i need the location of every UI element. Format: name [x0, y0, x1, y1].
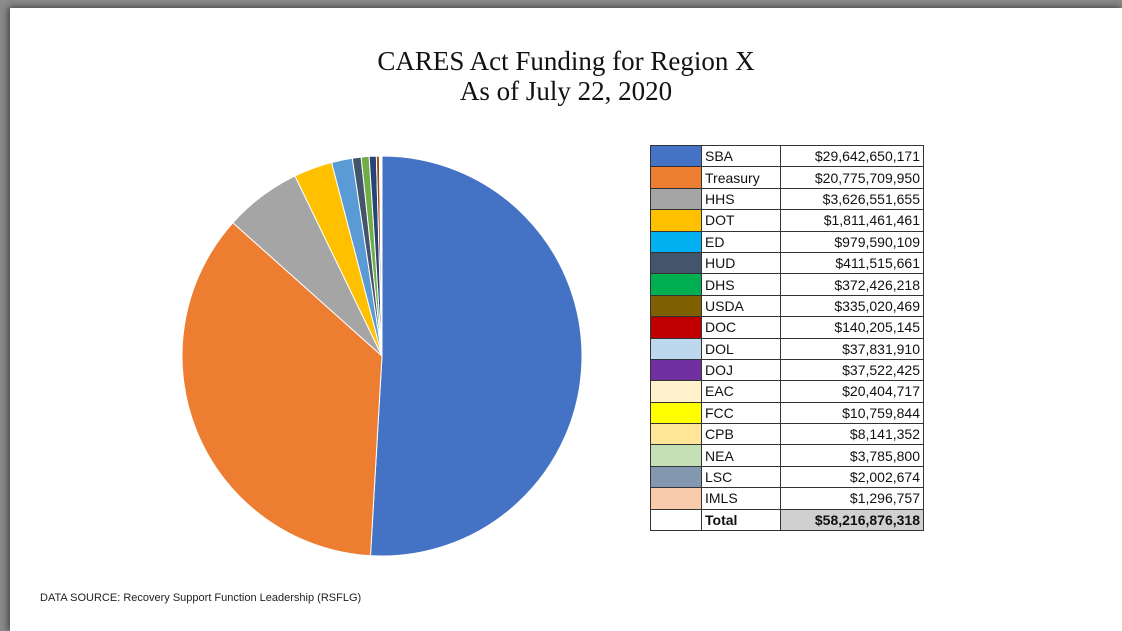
legend-total-row: Total $58,216,876,318	[650, 508, 924, 532]
legend-row: DOJ $37,522,425	[650, 358, 924, 382]
legend-label: NEA	[701, 444, 781, 467]
legend-row: EAC $20,404,717	[650, 380, 924, 403]
legend-value: $20,404,717	[780, 380, 924, 403]
legend-value: $37,831,910	[780, 337, 924, 360]
legend-label: HHS	[701, 187, 781, 211]
legend-label: DHS	[701, 273, 781, 296]
legend-label: DOT	[701, 209, 781, 232]
legend-swatch	[650, 401, 702, 425]
legend-value: $20,775,709,950	[780, 166, 924, 189]
legend-value: $10,759,844	[780, 401, 924, 425]
legend-row: IMLS $1,296,757	[650, 487, 924, 510]
legend-swatch	[650, 144, 702, 168]
legend-swatch	[650, 465, 702, 489]
legend-label: ED	[701, 230, 781, 253]
legend-swatch	[650, 487, 702, 510]
legend-label: SBA	[701, 144, 781, 168]
legend-swatch	[650, 294, 702, 318]
legend-row: HHS $3,626,551,655	[650, 187, 924, 211]
legend-value: $1,296,757	[780, 487, 924, 510]
legend-swatch	[650, 230, 702, 253]
legend-value: $29,642,650,171	[780, 144, 924, 168]
legend-value: $3,626,551,655	[780, 187, 924, 211]
legend-row: USDA $335,020,469	[650, 294, 924, 318]
data-source-note: DATA SOURCE: Recovery Support Function L…	[40, 592, 362, 604]
legend-row: ED $979,590,109	[650, 230, 924, 253]
chart-title: CARES Act Funding for Region X As of Jul…	[10, 46, 1122, 106]
pie-slice-sba	[369, 155, 583, 557]
legend-swatch	[650, 187, 702, 211]
legend-row: NEA $3,785,800	[650, 444, 924, 467]
legend-swatch	[650, 423, 702, 446]
legend-value: $411,515,661	[780, 251, 924, 275]
legend-label: HUD	[701, 251, 781, 275]
legend-value: $8,141,352	[780, 423, 924, 446]
legend-swatch	[650, 166, 702, 189]
legend-row: DOL $37,831,910	[650, 337, 924, 360]
legend-row: FCC $10,759,844	[650, 401, 924, 425]
pie-slice-treasury	[181, 222, 383, 557]
legend-value: $3,785,800	[780, 444, 924, 467]
legend-table: SBA $29,642,650,171 Treasury $20,775,709,95…	[650, 144, 924, 532]
chart-title-line1: CARES Act Funding for Region X	[377, 46, 755, 76]
slide: CARES Act Funding for Region X As of Jul…	[10, 8, 1122, 631]
legend-value: $2,002,674	[780, 465, 924, 489]
legend-total-value: $58,216,876,318	[780, 508, 924, 532]
legend-label: DOC	[701, 316, 781, 339]
legend-swatch	[650, 251, 702, 275]
legend-label: CPB	[701, 423, 781, 446]
legend-label: DOJ	[701, 358, 781, 382]
legend-value: $140,205,145	[780, 316, 924, 339]
legend-swatch	[650, 273, 702, 296]
legend-value: $372,426,218	[780, 273, 924, 296]
legend-row: DOC $140,205,145	[650, 316, 924, 339]
legend-label: EAC	[701, 380, 781, 403]
legend-label: LSC	[701, 465, 781, 489]
legend-swatch	[650, 358, 702, 382]
legend-label: DOL	[701, 337, 781, 360]
legend-swatch	[650, 380, 702, 403]
legend-total-label: Total	[701, 508, 781, 532]
legend-value: $979,590,109	[780, 230, 924, 253]
legend-value: $37,522,425	[780, 358, 924, 382]
pie-chart	[181, 155, 583, 557]
legend-row: SBA $29,642,650,171	[650, 144, 924, 168]
legend-value: $1,811,461,461	[780, 209, 924, 232]
chart-title-line2: As of July 22, 2020	[459, 76, 673, 106]
legend-row: Treasury $20,775,709,950	[650, 166, 924, 189]
legend-swatch	[650, 444, 702, 467]
legend-row: DOT $1,811,461,461	[650, 209, 924, 232]
legend-swatch	[650, 337, 702, 360]
legend-row: HUD $411,515,661	[650, 251, 924, 275]
legend-label: IMLS	[701, 487, 781, 510]
legend-label: FCC	[701, 401, 781, 425]
legend-row: DHS $372,426,218	[650, 273, 924, 296]
legend-row: CPB $8,141,352	[650, 423, 924, 446]
legend-label: Treasury	[701, 166, 781, 189]
legend-label: USDA	[701, 294, 781, 318]
legend-swatch	[650, 209, 702, 232]
legend-row: LSC $2,002,674	[650, 465, 924, 489]
legend-value: $335,020,469	[780, 294, 924, 318]
legend-total-swatch	[650, 508, 702, 532]
legend-swatch	[650, 316, 702, 339]
